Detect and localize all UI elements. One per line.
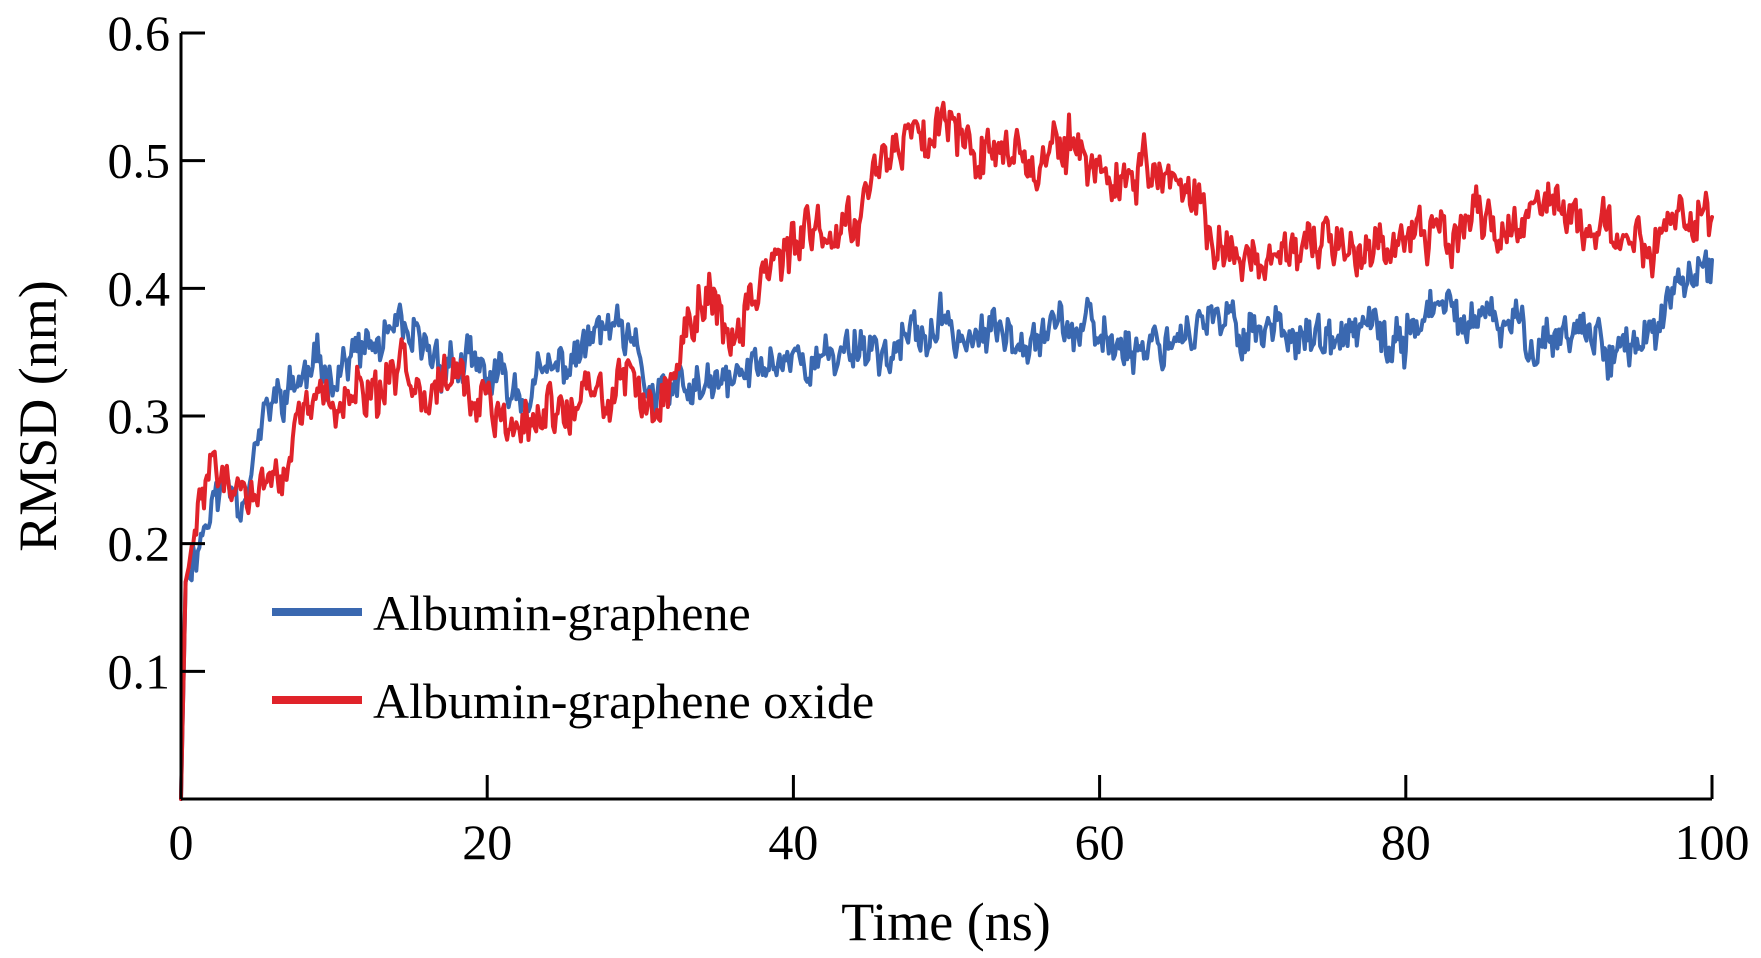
axes: 0 20 40 60 80 100 0.1 0.2 0.3 0.4 0.5 0.6 bbox=[108, 5, 1750, 870]
plot-area bbox=[179, 100, 1714, 801]
y-tick-label: 0.5 bbox=[108, 133, 171, 189]
series-line-albumin-graphene-oxide bbox=[179, 100, 1714, 801]
y-axis-title: RMSD (nm) bbox=[8, 280, 68, 552]
y-tick-label: 0.6 bbox=[108, 5, 171, 61]
x-axis-title: Time (ns) bbox=[841, 892, 1051, 952]
x-ticks: 0 20 40 60 80 100 bbox=[169, 775, 1750, 870]
legend-label-albumin-graphene-oxide: Albumin-graphene oxide bbox=[373, 673, 874, 729]
legend: Albumin-graphene Albumin-graphene oxide bbox=[272, 585, 874, 729]
x-tick-label: 20 bbox=[462, 814, 512, 870]
x-tick-label: 40 bbox=[768, 814, 818, 870]
y-tick-label: 0.3 bbox=[108, 388, 171, 444]
legend-label-albumin-graphene: Albumin-graphene bbox=[373, 585, 751, 641]
x-tick-label: 0 bbox=[169, 814, 194, 870]
x-tick-label: 100 bbox=[1675, 814, 1750, 870]
x-tick-label: 80 bbox=[1381, 814, 1431, 870]
x-tick-label: 60 bbox=[1075, 814, 1125, 870]
series-line-albumin-graphene bbox=[179, 249, 1714, 801]
y-ticks: 0.1 0.2 0.3 0.4 0.5 0.6 bbox=[108, 5, 205, 699]
y-tick-label: 0.2 bbox=[108, 516, 171, 572]
y-tick-label: 0.1 bbox=[108, 643, 171, 699]
y-tick-label: 0.4 bbox=[108, 260, 171, 316]
